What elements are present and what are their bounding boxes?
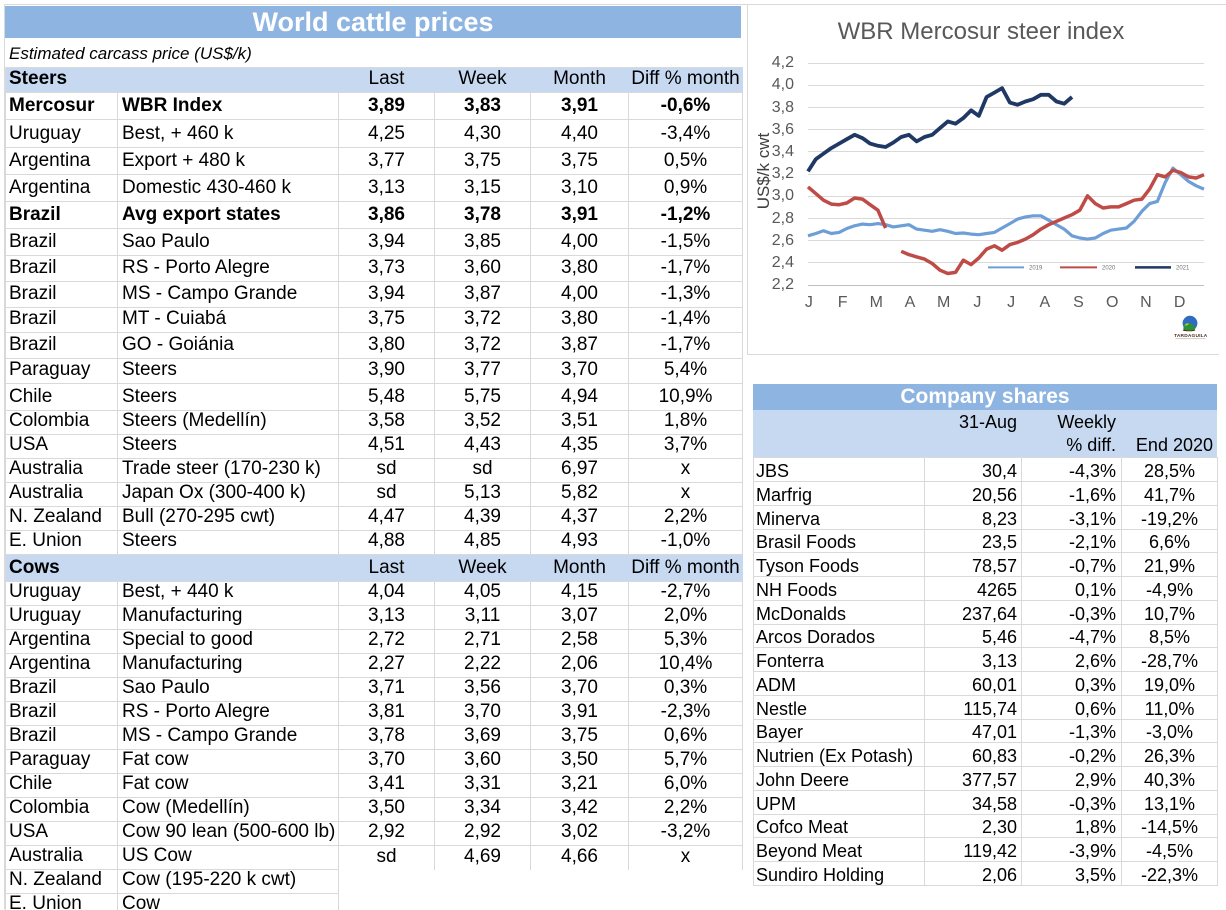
svg-text:2019: 2019 [1029,266,1043,272]
svg-text:2020: 2020 [1102,266,1116,272]
svg-text:TARDAGUILA: TARDAGUILA [1174,333,1208,339]
svg-text:2021: 2021 [1176,266,1190,272]
